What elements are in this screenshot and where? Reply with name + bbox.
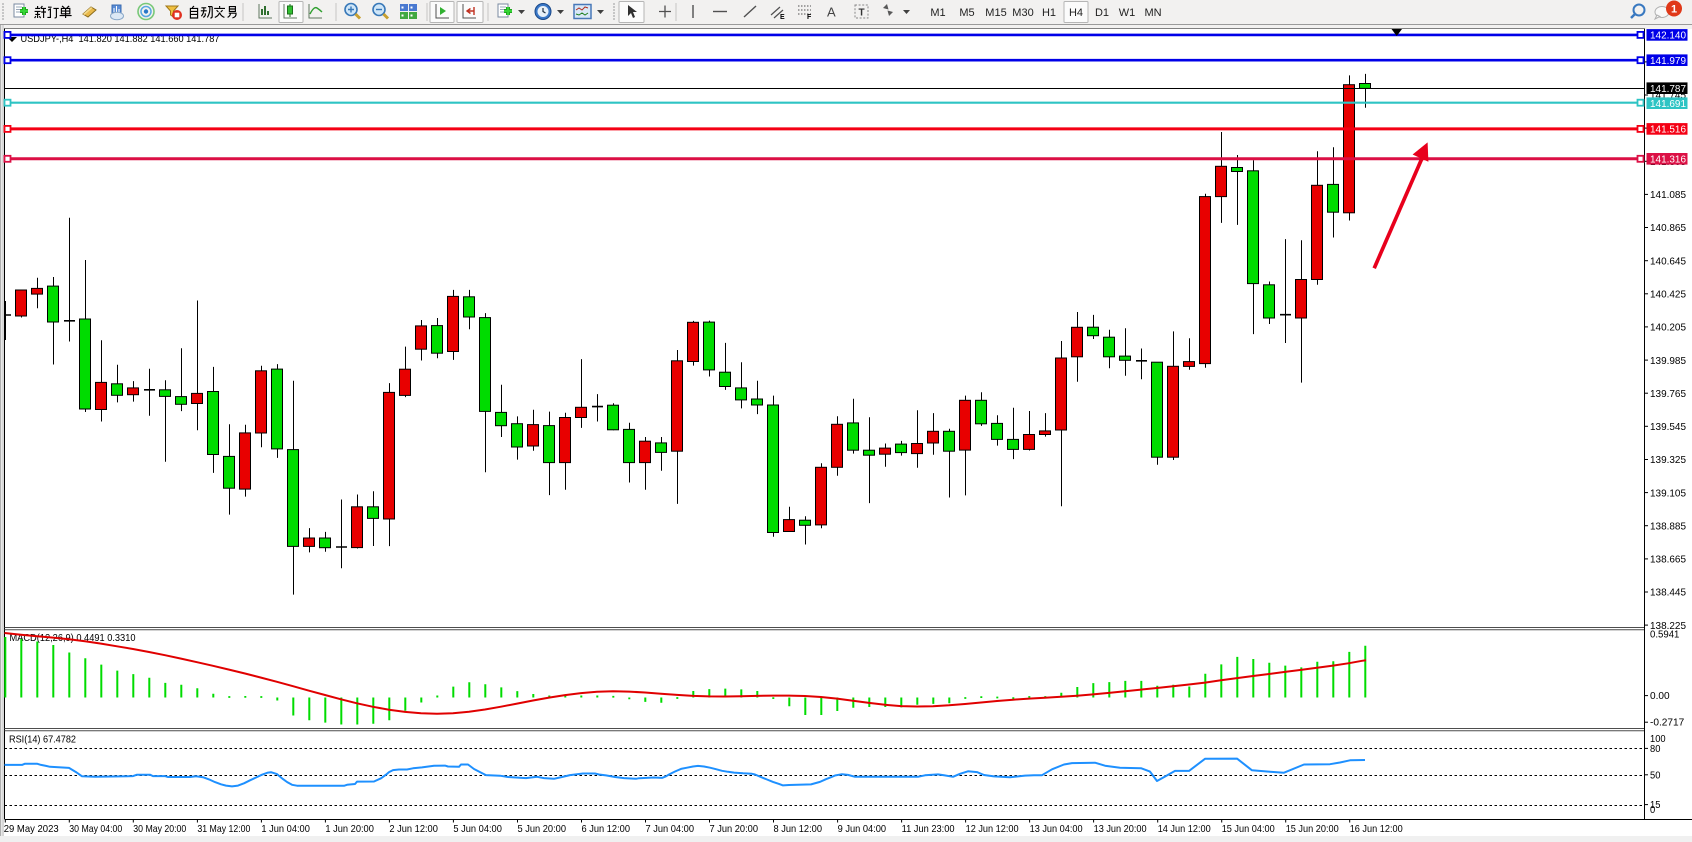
svg-text:0.5941: 0.5941 [1650,630,1680,641]
svg-text:138.225: 138.225 [1650,620,1686,632]
svg-text:80: 80 [1650,744,1661,755]
svg-text:11 Jun 23:00: 11 Jun 23:00 [902,823,955,835]
svg-text:T: T [859,8,865,19]
svg-text:139.325: 139.325 [1650,454,1686,466]
svg-text:6 Jun 12:00: 6 Jun 12:00 [582,823,631,835]
svg-text:138.445: 138.445 [1650,587,1686,599]
svg-text:15: 15 [1650,800,1661,811]
svg-text:7 Jun 20:00: 7 Jun 20:00 [710,823,759,835]
svg-text:D1: D1 [1095,7,1109,19]
svg-text:12 Jun 12:00: 12 Jun 12:00 [966,823,1019,835]
svg-text:139.545: 139.545 [1650,421,1686,433]
svg-text:139.765: 139.765 [1650,388,1686,400]
svg-text:30 May 20:00: 30 May 20:00 [133,823,186,835]
svg-text:16 Jun 12:00: 16 Jun 12:00 [1350,823,1403,835]
svg-text:9 Jun 04:00: 9 Jun 04:00 [838,823,887,835]
svg-text:141.085: 141.085 [1650,189,1686,201]
svg-text:50: 50 [1650,770,1661,781]
svg-text:139.985: 139.985 [1650,355,1686,367]
svg-text:M30: M30 [1012,7,1033,19]
svg-text:140.425: 140.425 [1650,289,1686,301]
svg-text:5 Jun 04:00: 5 Jun 04:00 [453,823,502,835]
svg-text:5 Jun 20:00: 5 Jun 20:00 [518,823,567,835]
svg-text:RSI(14) 67.4782: RSI(14) 67.4782 [9,734,76,745]
svg-text:138.885: 138.885 [1650,520,1686,532]
svg-text:MACD(12,26,9) 0.4491 0.3310: MACD(12,26,9) 0.4491 0.3310 [10,633,136,644]
svg-text:0.00: 0.00 [1650,691,1670,702]
svg-text:30 May 04:00: 30 May 04:00 [69,823,122,835]
svg-text:W1: W1 [1119,7,1136,19]
svg-text:138.665: 138.665 [1650,554,1686,566]
svg-text:140.865: 140.865 [1650,222,1686,234]
svg-text:E: E [780,14,785,21]
svg-text:141.691: 141.691 [1650,99,1686,110]
svg-text:1 Jun 04:00: 1 Jun 04:00 [261,823,310,835]
svg-text:140.645: 140.645 [1650,255,1686,267]
svg-text:-0.2717: -0.2717 [1650,718,1685,729]
svg-text:1: 1 [1671,4,1677,16]
svg-text:H4: H4 [1069,7,1083,19]
svg-text:13 Jun 20:00: 13 Jun 20:00 [1094,823,1147,835]
svg-text:A: A [827,5,836,20]
svg-text:14 Jun 12:00: 14 Jun 12:00 [1158,823,1211,835]
svg-text:MN: MN [1144,7,1161,19]
svg-text:15 Jun 04:00: 15 Jun 04:00 [1222,823,1275,835]
svg-text:8 Jun 12:00: 8 Jun 12:00 [774,823,823,835]
svg-text:13 Jun 04:00: 13 Jun 04:00 [1030,823,1083,835]
svg-text:USDJPY-,H4 141.820 141.882 14: USDJPY-,H4 141.820 141.882 141.660 141.7… [21,34,220,45]
svg-text:F: F [807,14,812,21]
svg-text:141.979: 141.979 [1650,56,1686,67]
svg-text:M1: M1 [930,7,945,19]
svg-text:141.516: 141.516 [1650,125,1686,136]
svg-text:0: 0 [1650,805,1656,816]
svg-text:1 Jun 20:00: 1 Jun 20:00 [325,823,374,835]
svg-text:140.205: 140.205 [1650,322,1686,334]
svg-text:7 Jun 04:00: 7 Jun 04:00 [646,823,695,835]
svg-text:2 Jun 12:00: 2 Jun 12:00 [389,823,438,835]
svg-text:M5: M5 [959,7,974,19]
svg-text:M15: M15 [985,7,1006,19]
svg-text:31 May 12:00: 31 May 12:00 [197,823,250,835]
svg-text:139.105: 139.105 [1650,487,1686,499]
svg-text:100: 100 [1650,734,1666,745]
svg-text:29 May 2023: 29 May 2023 [4,823,59,835]
svg-text:142.140: 142.140 [1650,31,1686,42]
svg-text:141.787: 141.787 [1650,84,1686,95]
svg-text:141.316: 141.316 [1650,154,1686,165]
svg-text:H1: H1 [1042,7,1056,19]
svg-text:15 Jun 20:00: 15 Jun 20:00 [1286,823,1339,835]
